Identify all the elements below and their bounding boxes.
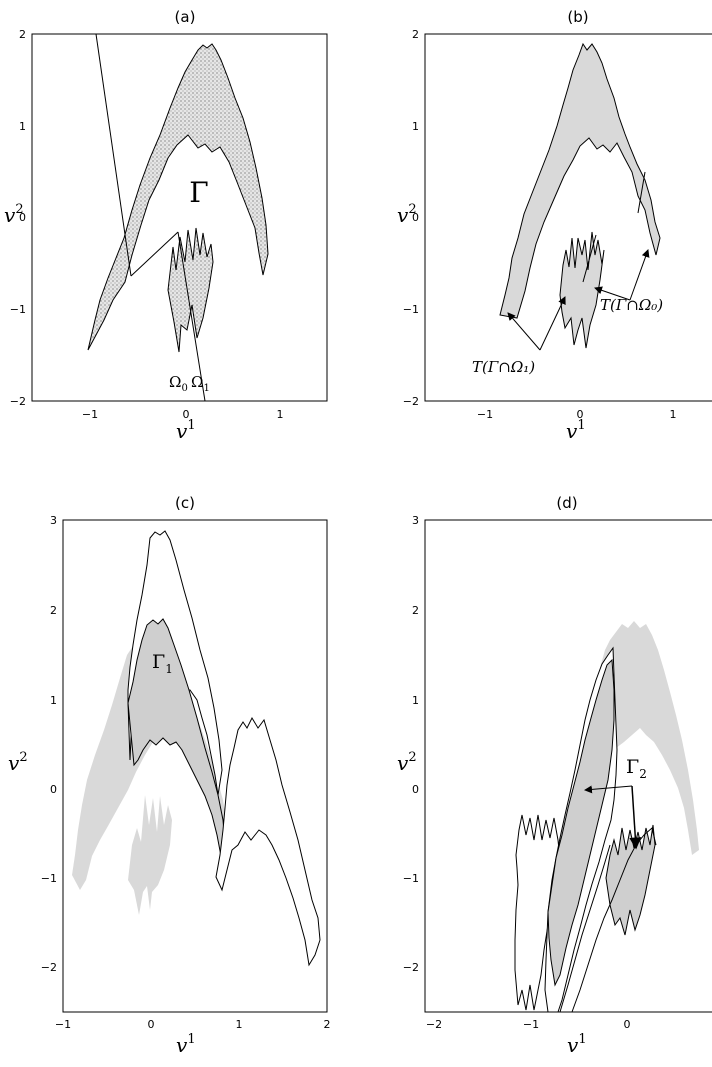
panel-b: (b) T(Γ∩Ω₀) T(Γ∩Ω₁) 2 1 0 −1 −2 −1 0 (397, 8, 712, 443)
y-tick: 0 (50, 783, 57, 796)
y-tick-labels: 2 1 0 −1 −2 (403, 28, 419, 408)
x-tick: −1 (477, 408, 493, 421)
x-tick-labels: −1 0 1 (82, 408, 284, 421)
x-axis-label: v1 (176, 418, 196, 443)
x-tick: 0 (577, 408, 584, 421)
plot-shapes (514, 621, 699, 1013)
panel-a: (a) Γ Ω0 Ω1 2 1 0 −1 −2 −1 0 1 v1 v2 (4, 8, 328, 443)
x-tick: 0 (183, 408, 190, 421)
plot-shapes (87, 33, 269, 402)
gamma1-label: Γ1 (152, 651, 173, 676)
panel-d: (d) Γ2 3 2 1 0 −1 −2 (397, 494, 712, 1057)
y-tick: −1 (41, 872, 57, 885)
panel-title: (b) (567, 8, 588, 26)
omega0-label: Ω0 (169, 373, 188, 394)
y-tick: 2 (19, 28, 26, 41)
y-tick: 2 (412, 604, 419, 617)
x-tick: 1 (670, 408, 677, 421)
y-axis-label: v2 (4, 202, 24, 227)
x-tick: −1 (523, 1018, 539, 1031)
y-tick: 2 (50, 604, 57, 617)
x-tick: 1 (277, 408, 284, 421)
y-tick: −2 (403, 395, 419, 408)
y-tick: −2 (403, 961, 419, 974)
y-tick: 1 (19, 120, 26, 133)
axes-box (424, 519, 712, 1013)
y-tick: −2 (10, 395, 26, 408)
t-omega0-label: T(Γ∩Ω₀) (600, 296, 663, 314)
x-tick-labels: −1 0 1 2 (55, 1018, 331, 1031)
y-axis-label: v2 (397, 202, 417, 227)
y-axis-label: v2 (397, 750, 417, 775)
x-tick: 0 (624, 1018, 631, 1031)
gamma-label: Γ (189, 176, 208, 209)
plot-shapes (72, 530, 321, 967)
y-tick: 0 (412, 211, 419, 224)
y-tick: 1 (50, 694, 57, 707)
plot-shapes (499, 42, 661, 351)
panel-title: (a) (175, 8, 196, 26)
x-axis-label: v1 (567, 1032, 587, 1057)
axes-box (424, 33, 712, 402)
x-axis-label: v1 (566, 418, 586, 443)
y-tick: 3 (50, 514, 57, 527)
y-tick: −1 (10, 303, 26, 316)
x-tick: −2 (426, 1018, 442, 1031)
x-axis-label: v1 (176, 1032, 196, 1057)
x-tick-labels: −2 −1 0 (426, 1018, 631, 1031)
x-tick-labels: −1 0 1 (477, 408, 677, 421)
y-tick: 0 (412, 783, 419, 796)
x-tick: −1 (55, 1018, 71, 1031)
panel-c: (c) Γ1 3 2 1 0 −1 −2 −1 0 1 2 (8, 494, 331, 1057)
y-tick: 2 (412, 28, 419, 41)
y-tick: 1 (412, 120, 419, 133)
x-tick: 1 (236, 1018, 243, 1031)
axes-box (31, 33, 328, 402)
y-tick-labels: 3 2 1 0 −1 −2 (41, 514, 57, 974)
omega1-label: Ω1 (191, 373, 210, 394)
y-tick: 1 (412, 694, 419, 707)
y-tick: −2 (41, 961, 57, 974)
x-tick: −1 (82, 408, 98, 421)
y-tick: −1 (403, 303, 419, 316)
axes-box (62, 519, 328, 1013)
t-omega1-label: T(Γ∩Ω₁) (472, 358, 535, 376)
x-tick: 0 (148, 1018, 155, 1031)
gamma2-label: Γ2 (626, 756, 647, 781)
y-tick: 3 (412, 514, 419, 527)
y-axis-label: v2 (8, 750, 28, 775)
panel-title: (c) (175, 494, 195, 512)
y-tick-labels: 3 2 1 0 −1 −2 (403, 514, 419, 974)
y-tick: 0 (19, 211, 26, 224)
y-tick-labels: 2 1 0 −1 −2 (10, 28, 26, 408)
panel-title: (d) (556, 494, 577, 512)
x-tick: 2 (324, 1018, 331, 1031)
y-tick: −1 (403, 872, 419, 885)
